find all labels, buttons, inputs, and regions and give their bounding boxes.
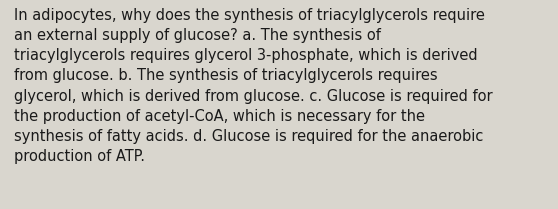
Text: In adipocytes, why does the synthesis of triacylglycerols require
an external su: In adipocytes, why does the synthesis of… [14, 8, 493, 164]
